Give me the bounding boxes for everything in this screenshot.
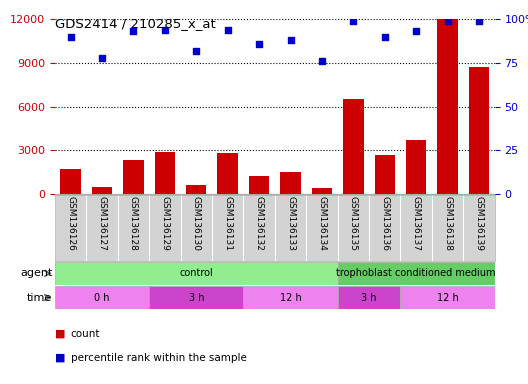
Bar <box>155 152 175 194</box>
Point <box>381 34 389 40</box>
Text: GSM136126: GSM136126 <box>66 196 75 251</box>
Text: GSM136136: GSM136136 <box>380 196 389 252</box>
Bar <box>60 169 81 194</box>
Text: 0 h: 0 h <box>95 293 110 303</box>
Text: GSM136135: GSM136135 <box>349 196 358 252</box>
Bar <box>55 286 149 309</box>
Point <box>161 26 169 33</box>
Text: GSM136130: GSM136130 <box>192 196 201 252</box>
Bar <box>374 155 395 194</box>
Point <box>192 48 201 54</box>
Text: time: time <box>27 293 52 303</box>
Text: ■: ■ <box>55 353 65 363</box>
Bar <box>55 262 338 285</box>
Bar <box>123 161 144 194</box>
Text: GSM136127: GSM136127 <box>98 196 107 251</box>
Bar <box>92 187 112 194</box>
Point <box>444 18 452 24</box>
Bar <box>338 262 495 285</box>
Text: GSM136129: GSM136129 <box>161 196 169 251</box>
Point <box>475 18 483 24</box>
Point <box>223 26 232 33</box>
Text: control: control <box>180 268 213 278</box>
Point <box>98 55 106 61</box>
Text: count: count <box>71 329 100 339</box>
Text: GSM136137: GSM136137 <box>412 196 421 252</box>
Text: GSM136139: GSM136139 <box>475 196 484 252</box>
Bar <box>401 286 495 309</box>
Bar <box>218 153 238 194</box>
Text: GSM136131: GSM136131 <box>223 196 232 252</box>
Point <box>255 41 263 47</box>
Text: GSM136138: GSM136138 <box>443 196 452 252</box>
Text: agent: agent <box>20 268 52 278</box>
Bar <box>312 188 332 194</box>
Text: 3 h: 3 h <box>361 293 377 303</box>
Text: 12 h: 12 h <box>437 293 458 303</box>
Text: GSM136133: GSM136133 <box>286 196 295 252</box>
Text: ■: ■ <box>55 329 65 339</box>
Bar <box>437 19 458 194</box>
Text: GSM136128: GSM136128 <box>129 196 138 251</box>
Point <box>412 28 420 35</box>
Bar <box>149 286 243 309</box>
Bar <box>186 185 206 194</box>
Point <box>129 28 138 35</box>
Bar <box>243 286 338 309</box>
Bar <box>406 140 427 194</box>
Point <box>318 58 326 64</box>
Text: GDS2414 / 210285_x_at: GDS2414 / 210285_x_at <box>55 17 215 30</box>
Text: GSM136134: GSM136134 <box>317 196 326 251</box>
Text: percentile rank within the sample: percentile rank within the sample <box>71 353 247 363</box>
Bar <box>280 172 301 194</box>
Text: trophoblast conditioned medium: trophoblast conditioned medium <box>336 268 496 278</box>
Text: GSM136132: GSM136132 <box>254 196 263 251</box>
Bar <box>343 99 364 194</box>
Text: 3 h: 3 h <box>188 293 204 303</box>
Text: 12 h: 12 h <box>280 293 301 303</box>
Bar <box>469 67 489 194</box>
Point <box>349 18 357 24</box>
Point <box>286 37 295 43</box>
Bar <box>338 286 401 309</box>
Bar <box>249 177 269 194</box>
Point <box>67 34 75 40</box>
